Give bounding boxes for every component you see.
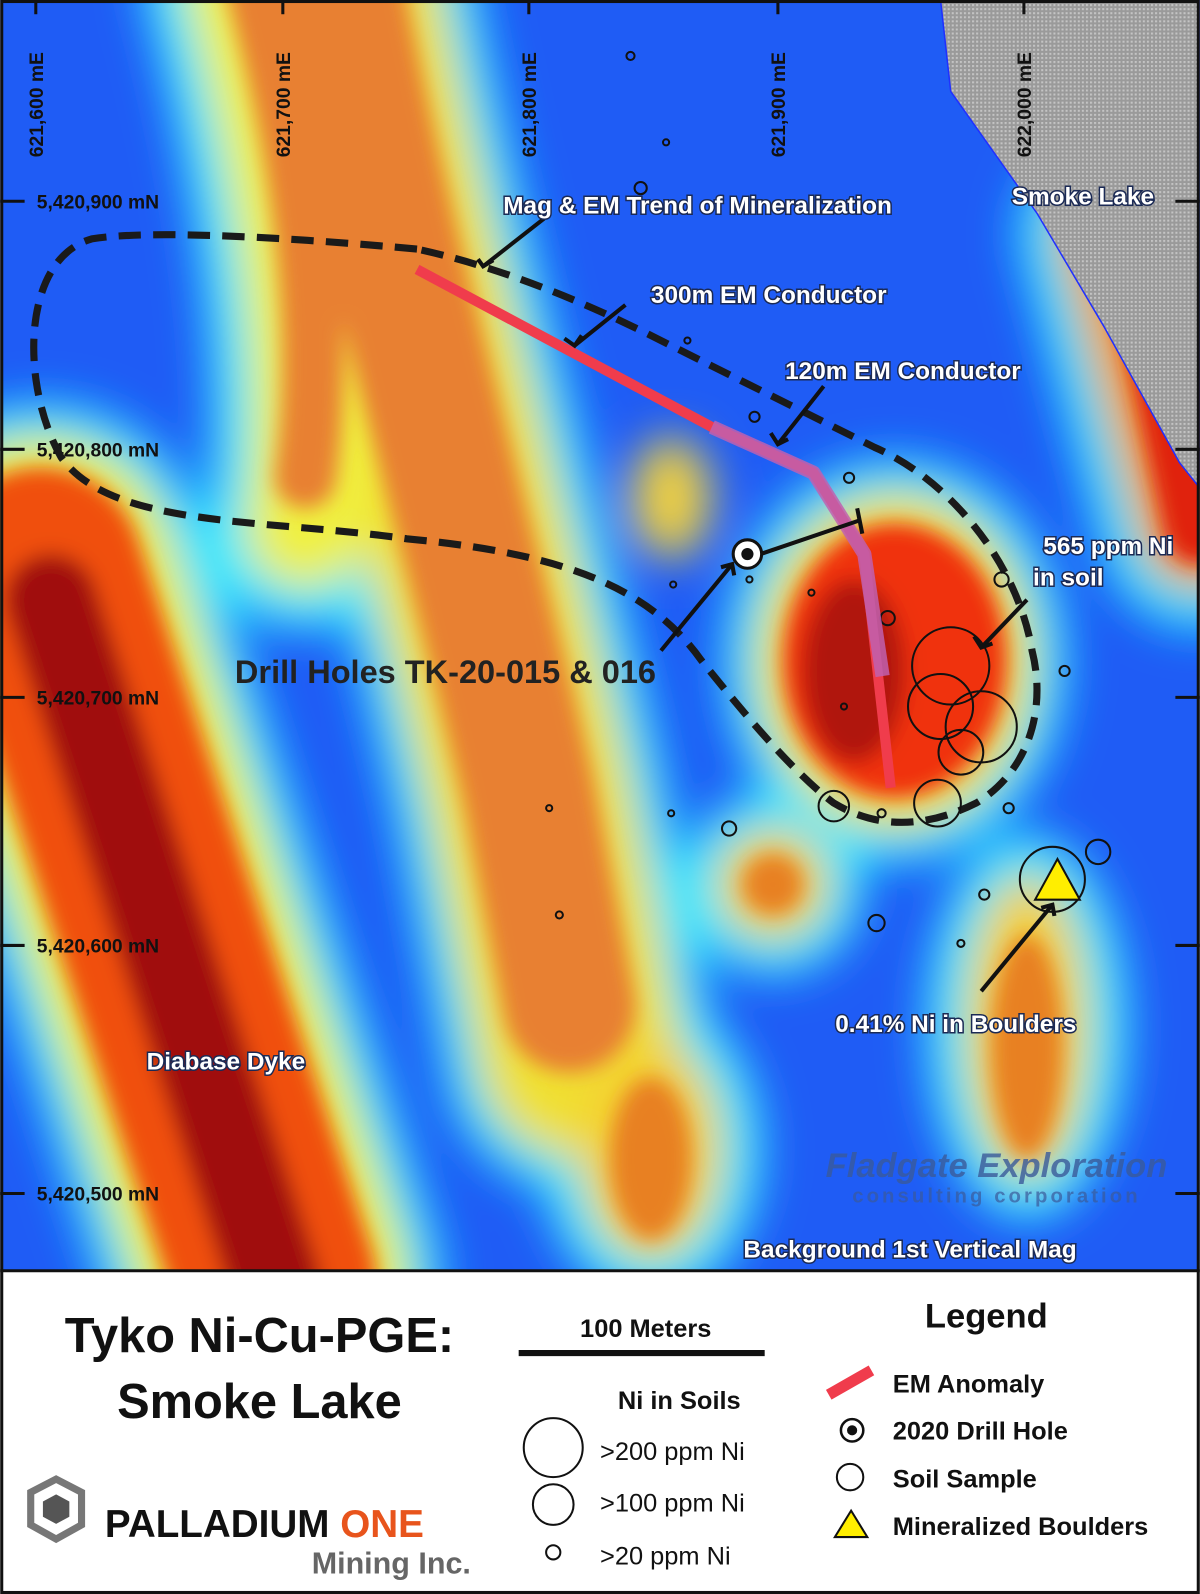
title: Smoke Lake — [117, 1375, 402, 1429]
logo-sub: Mining Inc. — [312, 1547, 471, 1581]
soil-label: 565 ppm Ni — [1043, 533, 1173, 560]
mag-background — [0, 0, 1200, 1271]
easting-label: 621,700 mE — [274, 52, 295, 157]
northing-label: 5,420,800 mN — [37, 440, 159, 461]
logo-accent: ONE — [340, 1503, 424, 1546]
drill-label: Drill Holes TK-20-015 & 016 — [235, 654, 656, 690]
dyke-label: Diabase Dyke — [147, 1048, 306, 1075]
legend-item: Soil Sample — [893, 1465, 1037, 1493]
legend-panel — [0, 1270, 1200, 1594]
soils-title: Ni in Soils — [618, 1387, 741, 1415]
coordinate-grid: 621,600 mE 621,700 mE 621,800 mE 621,900 mE… — [0, 0, 1200, 1206]
background-label: Background 1st Vertical Mag — [743, 1237, 1076, 1264]
lake-label: Smoke Lake — [1012, 183, 1154, 210]
northing-label: 5,420,700 mN — [37, 688, 159, 709]
soil-label: in soil — [1033, 565, 1103, 592]
soils-item: >100 ppm Ni — [600, 1490, 745, 1518]
legend-item: EM Anomaly — [893, 1371, 1045, 1399]
legend-item: Mineralized Boulders — [893, 1513, 1149, 1541]
annotation-arrows — [476, 216, 1057, 993]
soil-size-key — [522, 1417, 584, 1561]
soils-item: >200 ppm Ni — [600, 1438, 745, 1466]
easting-label: 621,800 mE — [520, 52, 541, 157]
northing-label: 5,420,500 mN — [37, 1185, 159, 1206]
scale-label: 100 Meters — [580, 1315, 711, 1343]
em-anomaly — [414, 264, 896, 789]
easting-label: 621,600 mE — [27, 52, 48, 157]
trend-label: Mag & EM Trend of Mineralization — [503, 192, 892, 219]
mineralization-trend-outline — [30, 231, 1041, 826]
mineralized-boulders — [1033, 856, 1082, 901]
northing-label: 5,420,600 mN — [37, 937, 159, 958]
easting-label: 622,000 mE — [1015, 52, 1036, 157]
legend-item: 2020 Drill Hole — [893, 1417, 1068, 1445]
map-labels: Smoke Lake Mag & EM Trend of Mineralizat… — [145, 182, 1175, 1265]
boulders-label: 0.41% Ni in Boulders — [835, 1011, 1076, 1038]
watermark-sub: consulting corporation — [852, 1186, 1140, 1208]
title: Tyko Ni-Cu-PGE: — [65, 1309, 454, 1363]
em300-label: 300m EM Conductor — [651, 282, 887, 309]
logo: PALLADIUM ONE Mining Inc. — [27, 1475, 471, 1581]
easting-label: 621,900 mE — [769, 52, 790, 157]
logo-name: PALLADIUM — [105, 1503, 330, 1546]
drill-hole-center — [741, 547, 754, 561]
northing-label: 5,420,900 mN — [37, 192, 159, 213]
legend-title: Legend — [925, 1298, 1048, 1336]
watermark: Fladgate Exploration — [826, 1147, 1168, 1185]
legend-em-symbol — [825, 1365, 875, 1400]
em120-label: 120m EM Conductor — [785, 358, 1021, 385]
soil-samples — [545, 50, 1112, 948]
logo-name: PALLADIUM ONE — [105, 1503, 424, 1546]
soils-item: >20 ppm Ni — [600, 1543, 731, 1571]
